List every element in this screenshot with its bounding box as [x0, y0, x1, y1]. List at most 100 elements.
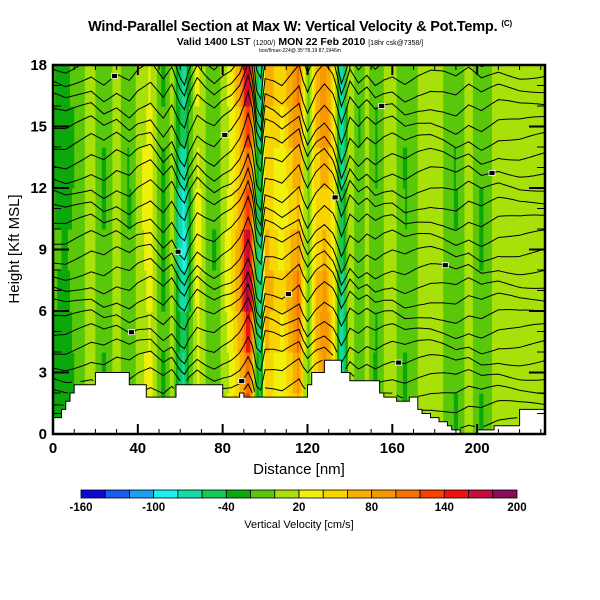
w-cell — [479, 393, 482, 434]
w-cell — [201, 311, 205, 353]
w-cell — [135, 311, 139, 353]
x-tick-label: 40 — [129, 440, 146, 457]
w-cell — [301, 188, 304, 230]
w-cell — [392, 352, 396, 394]
w-cell — [101, 270, 105, 312]
w-cell — [485, 188, 489, 230]
w-cell — [205, 106, 209, 148]
w-cell — [398, 352, 402, 394]
w-cell — [131, 106, 135, 148]
w-cell — [345, 229, 349, 271]
w-cell — [343, 270, 347, 312]
w-cell — [430, 65, 434, 107]
colorbar-swatch — [153, 489, 179, 499]
w-cell — [114, 188, 118, 230]
w-cell — [279, 106, 283, 148]
w-cell — [133, 229, 137, 271]
w-cell — [265, 270, 268, 312]
w-cell — [214, 352, 217, 394]
w-cell — [144, 106, 147, 148]
w-cell — [324, 147, 328, 189]
w-cell — [171, 106, 175, 148]
w-cell — [282, 65, 285, 107]
w-cell — [324, 229, 328, 271]
w-cell — [273, 270, 277, 312]
w-cell — [451, 106, 455, 148]
w-cell — [400, 270, 404, 312]
w-cell — [146, 106, 150, 148]
w-cell — [441, 106, 444, 148]
w-cell — [173, 270, 177, 312]
w-cell — [328, 311, 332, 353]
w-cell — [307, 229, 311, 271]
w-cell — [99, 229, 103, 271]
w-cell — [288, 270, 292, 312]
w-cell — [330, 229, 334, 271]
w-cell — [494, 270, 497, 312]
w-cell — [411, 106, 415, 148]
w-cell — [332, 106, 336, 148]
w-cell — [523, 106, 527, 148]
w-cell — [339, 229, 343, 271]
w-cell — [528, 311, 531, 353]
w-cell — [144, 352, 147, 394]
w-cell — [523, 270, 527, 312]
w-cell — [265, 188, 268, 230]
w-cell — [212, 65, 215, 107]
w-cell — [108, 311, 111, 353]
w-cell — [286, 352, 289, 394]
w-cell — [390, 147, 393, 189]
w-cell — [489, 270, 493, 312]
w-cell — [97, 311, 101, 353]
w-cell — [212, 106, 215, 148]
w-cell — [328, 229, 332, 271]
w-cell — [267, 229, 270, 271]
w-cell — [216, 106, 220, 148]
w-cell — [438, 229, 442, 271]
w-cell — [434, 393, 438, 434]
w-cell — [396, 188, 400, 230]
w-cell — [190, 352, 194, 394]
w-cell — [159, 106, 162, 148]
w-cell — [279, 311, 283, 353]
w-cell — [530, 270, 533, 312]
w-cell — [284, 311, 287, 353]
w-cell — [129, 352, 133, 394]
w-cell — [415, 65, 419, 107]
w-cell — [472, 393, 476, 434]
w-cell — [315, 270, 319, 312]
w-cell — [519, 229, 523, 271]
w-cell — [239, 311, 243, 353]
w-cell — [466, 270, 470, 312]
w-cell — [388, 106, 391, 148]
w-cell — [299, 270, 302, 312]
w-cell — [328, 65, 332, 107]
w-cell — [358, 188, 362, 230]
w-cell — [335, 270, 338, 312]
w-cell — [203, 65, 207, 107]
w-cell — [195, 229, 198, 271]
w-cell — [290, 65, 294, 107]
w-cell — [515, 311, 519, 353]
w-cell — [237, 352, 241, 394]
w-cell — [445, 188, 449, 230]
w-cell — [402, 147, 406, 189]
w-cell — [296, 270, 300, 312]
w-cell — [511, 311, 514, 353]
w-cell — [506, 65, 510, 107]
w-cell — [451, 229, 455, 271]
w-cell — [313, 311, 317, 353]
w-cell — [277, 147, 281, 189]
w-cell — [352, 352, 355, 394]
w-cell — [243, 311, 247, 353]
y-tick-label: 3 — [39, 365, 47, 382]
w-cell — [341, 147, 345, 189]
w-cell — [428, 65, 432, 107]
w-cell — [368, 311, 372, 353]
w-cell — [464, 352, 468, 394]
w-cell — [84, 311, 88, 353]
w-cell — [218, 147, 222, 189]
w-cell — [93, 229, 97, 271]
w-cell — [156, 311, 160, 353]
